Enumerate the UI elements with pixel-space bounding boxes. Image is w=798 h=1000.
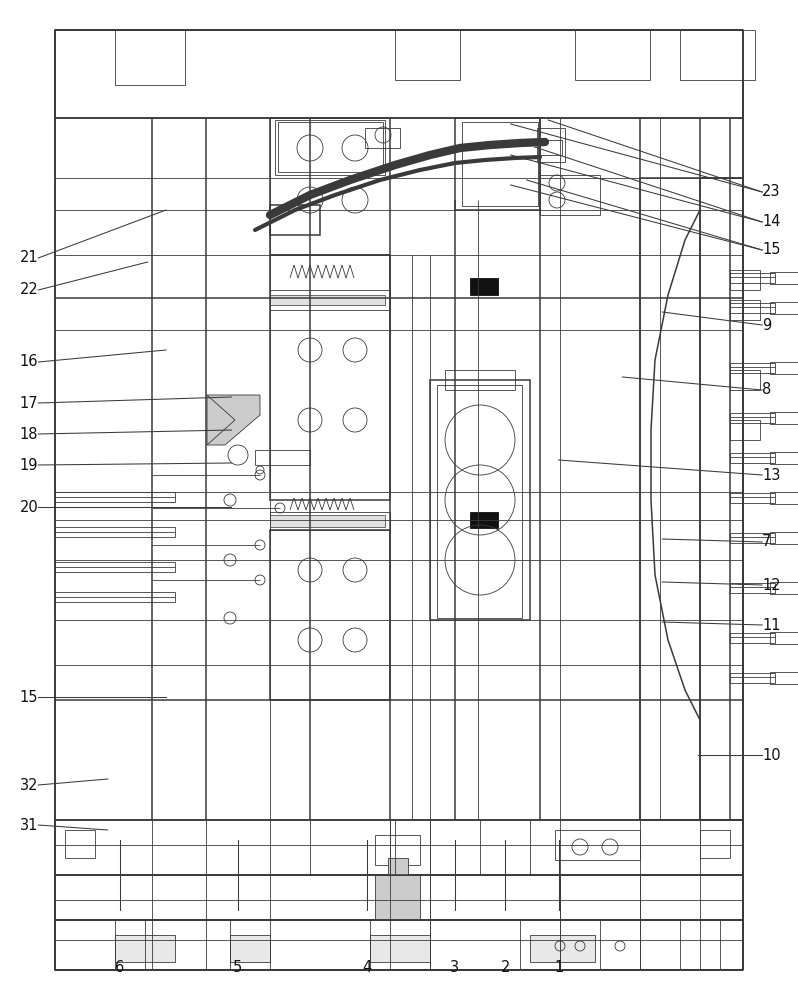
Text: 3: 3 bbox=[450, 960, 460, 975]
Text: 6: 6 bbox=[115, 960, 124, 975]
Text: 16: 16 bbox=[20, 355, 38, 369]
Text: 31: 31 bbox=[20, 818, 38, 832]
Bar bbox=[270, 290, 390, 310]
Bar bbox=[255, 450, 310, 465]
Text: 18: 18 bbox=[20, 427, 38, 442]
Text: 9: 9 bbox=[762, 318, 772, 332]
Bar bbox=[65, 830, 95, 858]
Bar bbox=[540, 140, 562, 155]
Bar bbox=[540, 175, 600, 215]
Bar bbox=[370, 935, 430, 962]
Text: 11: 11 bbox=[762, 617, 780, 633]
Text: 17: 17 bbox=[20, 395, 38, 410]
Bar bbox=[115, 30, 185, 85]
Text: 1: 1 bbox=[554, 960, 563, 975]
Bar bbox=[430, 380, 530, 620]
Bar bbox=[700, 178, 743, 820]
Bar bbox=[55, 30, 743, 118]
Text: 32: 32 bbox=[20, 778, 38, 792]
Text: 4: 4 bbox=[362, 960, 372, 975]
Text: 23: 23 bbox=[762, 184, 780, 200]
Text: 14: 14 bbox=[762, 215, 780, 230]
Bar bbox=[270, 530, 390, 700]
Bar bbox=[730, 453, 775, 463]
Bar bbox=[55, 875, 743, 920]
Text: 20: 20 bbox=[20, 499, 38, 514]
Bar bbox=[270, 205, 320, 235]
Bar bbox=[555, 830, 640, 860]
Text: 7: 7 bbox=[762, 534, 772, 550]
Bar bbox=[730, 420, 760, 440]
Bar bbox=[55, 592, 175, 602]
Bar bbox=[730, 633, 775, 643]
Bar bbox=[275, 120, 385, 175]
Bar bbox=[270, 295, 385, 305]
Bar bbox=[537, 128, 565, 162]
Bar bbox=[375, 835, 420, 865]
Bar bbox=[530, 935, 595, 962]
Bar bbox=[55, 527, 175, 537]
Bar bbox=[230, 935, 270, 962]
Bar bbox=[730, 533, 775, 543]
Text: 5: 5 bbox=[233, 960, 243, 975]
Text: 2: 2 bbox=[500, 960, 510, 975]
Bar bbox=[730, 303, 775, 313]
Bar bbox=[770, 302, 798, 314]
Bar bbox=[115, 935, 175, 962]
Text: 21: 21 bbox=[20, 250, 38, 265]
Bar bbox=[278, 122, 383, 172]
Bar bbox=[770, 412, 798, 424]
Bar bbox=[730, 363, 775, 373]
Bar bbox=[700, 830, 730, 858]
Text: 15: 15 bbox=[762, 242, 780, 257]
Bar bbox=[470, 512, 498, 528]
Text: 8: 8 bbox=[762, 382, 772, 397]
Bar bbox=[730, 413, 775, 423]
Bar bbox=[437, 385, 522, 618]
Bar bbox=[462, 122, 538, 206]
Bar bbox=[770, 272, 798, 284]
Bar bbox=[770, 492, 798, 504]
Bar bbox=[270, 255, 390, 500]
Bar bbox=[270, 515, 385, 527]
Bar bbox=[55, 562, 175, 572]
Bar bbox=[55, 820, 743, 875]
Bar bbox=[55, 920, 743, 970]
Text: 22: 22 bbox=[20, 282, 38, 298]
Bar bbox=[640, 178, 743, 820]
Bar bbox=[270, 118, 390, 255]
Bar bbox=[770, 672, 798, 684]
Bar bbox=[770, 532, 798, 544]
Bar bbox=[730, 673, 775, 683]
Bar bbox=[365, 128, 400, 148]
Bar bbox=[770, 452, 798, 464]
Bar bbox=[680, 30, 755, 80]
Bar bbox=[730, 493, 775, 503]
Text: 13: 13 bbox=[762, 468, 780, 483]
Bar bbox=[445, 370, 515, 390]
Bar bbox=[730, 270, 760, 290]
Text: 19: 19 bbox=[20, 458, 38, 473]
Bar bbox=[55, 492, 175, 502]
Bar bbox=[388, 858, 408, 875]
Bar bbox=[455, 118, 540, 210]
Bar bbox=[270, 512, 390, 530]
Bar bbox=[730, 300, 760, 320]
Text: 15: 15 bbox=[20, 690, 38, 704]
Bar bbox=[730, 583, 775, 593]
Text: 12: 12 bbox=[762, 578, 780, 592]
Polygon shape bbox=[207, 395, 260, 445]
Bar bbox=[770, 582, 798, 594]
Bar bbox=[395, 30, 460, 80]
Bar bbox=[730, 370, 760, 390]
Bar bbox=[770, 362, 798, 374]
Bar bbox=[770, 632, 798, 644]
Bar bbox=[470, 278, 498, 295]
Bar bbox=[730, 273, 775, 283]
Text: 10: 10 bbox=[762, 747, 780, 762]
Bar bbox=[575, 30, 650, 80]
Bar bbox=[375, 875, 420, 920]
